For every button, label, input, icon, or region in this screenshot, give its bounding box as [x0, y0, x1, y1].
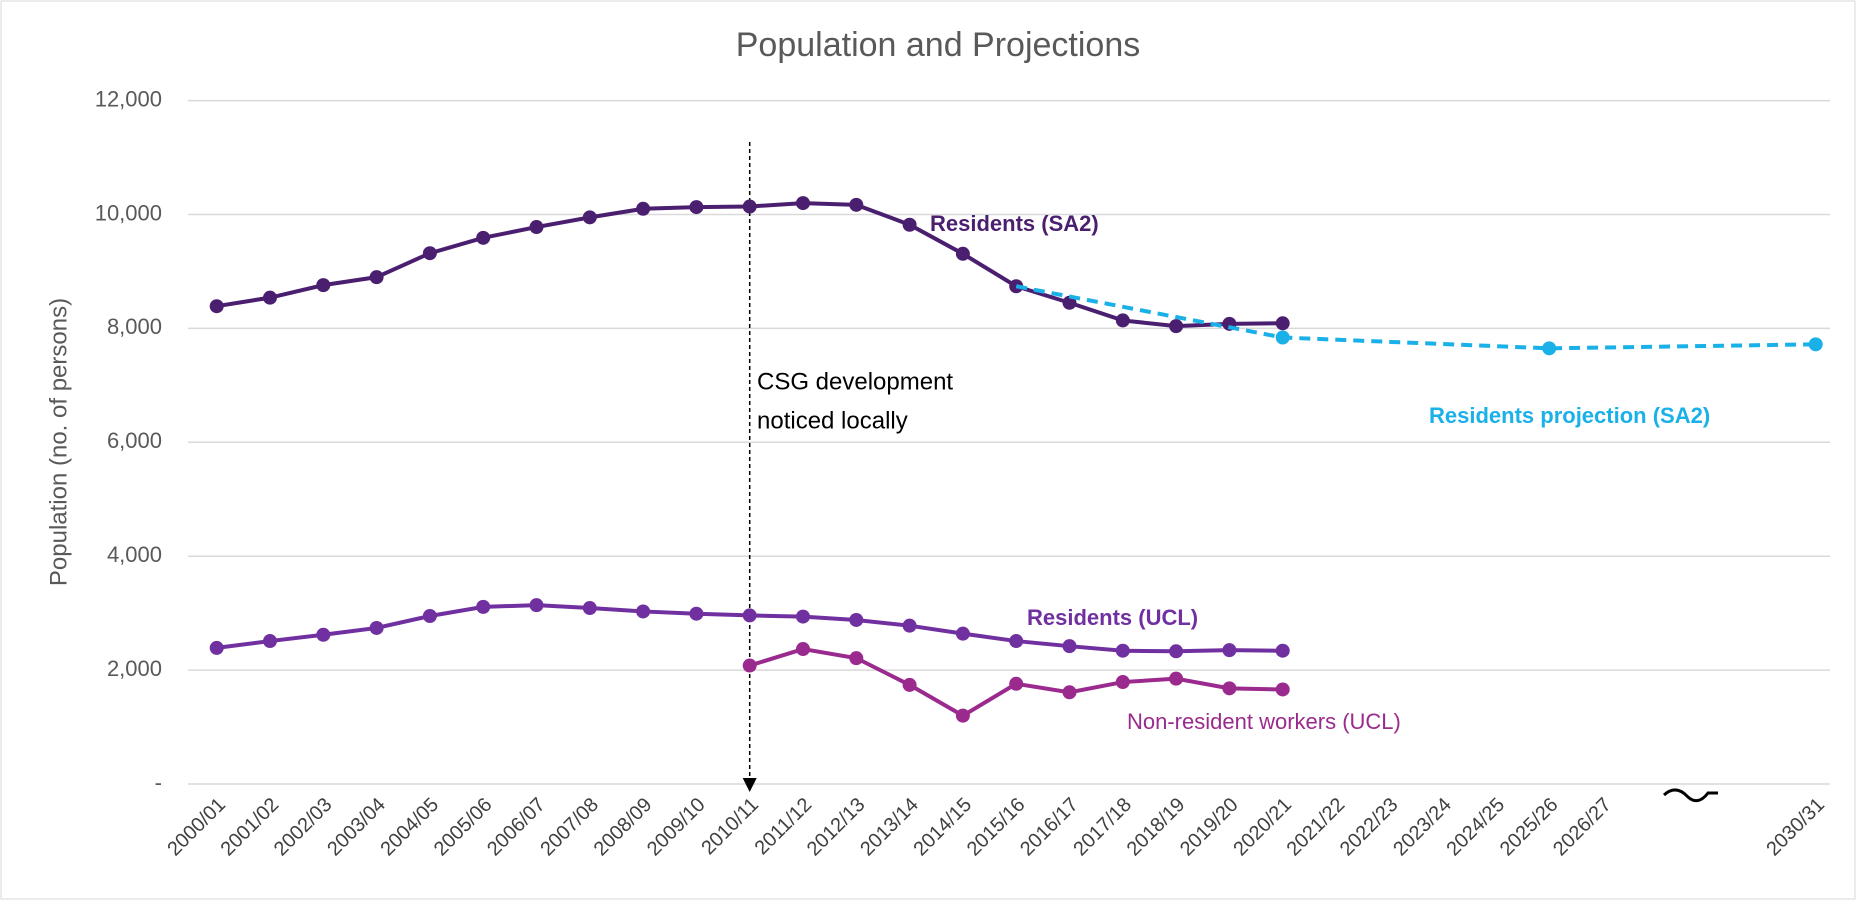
series-marker — [1169, 671, 1184, 686]
series-marker — [1009, 676, 1024, 691]
series-marker — [1275, 330, 1290, 345]
series-marker — [582, 210, 597, 225]
series-marker — [1009, 634, 1024, 649]
series-marker — [796, 609, 810, 624]
series-marker — [263, 290, 277, 305]
series-marker — [902, 677, 917, 692]
series-marker — [1275, 316, 1290, 331]
series-marker — [902, 618, 917, 633]
y-tick-label: - — [155, 770, 162, 795]
series-marker — [636, 201, 651, 216]
series-marker — [476, 599, 491, 614]
series-marker — [529, 220, 544, 235]
series-marker — [209, 299, 224, 314]
series-marker — [796, 642, 810, 657]
series-marker — [476, 230, 491, 245]
y-tick-label: 4,000 — [107, 542, 162, 567]
series-marker — [849, 612, 864, 627]
series-marker — [582, 601, 597, 616]
series-marker — [636, 604, 651, 619]
series-marker — [1808, 337, 1823, 352]
annotation-arrow — [742, 778, 757, 792]
series-marker — [316, 278, 331, 293]
series-label: Non-resident workers (UCL) — [1127, 709, 1401, 734]
y-axis-label: Population (no. of persons) — [45, 298, 72, 586]
series-marker — [316, 627, 331, 642]
series-label: Residents (SA2) — [930, 211, 1099, 236]
series-marker — [955, 708, 970, 723]
chart-title: Population and Projections — [736, 26, 1141, 64]
series-marker — [902, 217, 917, 232]
annotation-text: CSG development — [757, 368, 953, 395]
series-marker — [742, 608, 757, 623]
series-marker — [689, 606, 704, 621]
y-tick-label: 12,000 — [95, 86, 162, 111]
series-marker — [369, 270, 384, 285]
series-marker — [796, 196, 810, 211]
series-marker — [689, 200, 704, 215]
series-marker — [1275, 643, 1290, 658]
series-marker — [742, 658, 757, 673]
series-marker — [1222, 643, 1237, 658]
series-marker — [263, 634, 277, 649]
series-marker — [1222, 681, 1237, 696]
y-tick-label: 6,000 — [107, 428, 162, 453]
y-tick-label: 10,000 — [95, 200, 162, 225]
series-marker — [849, 197, 864, 212]
series-marker — [369, 620, 384, 635]
series-marker — [422, 608, 437, 623]
y-tick-label: 8,000 — [107, 314, 162, 339]
series-marker — [1169, 644, 1184, 659]
series-marker — [529, 598, 544, 613]
series-marker — [1542, 341, 1557, 356]
series-marker — [1062, 685, 1077, 700]
series-marker — [1062, 295, 1077, 310]
series-label: Residents (UCL) — [1027, 605, 1198, 630]
series-marker — [422, 246, 437, 261]
annotation-text: noticed locally — [757, 407, 908, 434]
series-marker — [1115, 675, 1130, 690]
series-marker — [742, 199, 757, 214]
series-marker — [209, 640, 224, 655]
series-marker — [955, 626, 970, 641]
axis-break — [1662, 788, 1718, 803]
series-label: Residents projection (SA2) — [1429, 403, 1710, 428]
series-marker — [1115, 313, 1130, 328]
series-line — [1015, 284, 1816, 351]
series-marker — [1169, 319, 1184, 334]
y-tick-label: 2,000 — [107, 656, 162, 681]
series-marker — [1275, 682, 1290, 697]
series-marker — [955, 246, 970, 261]
series-marker — [1115, 643, 1130, 658]
series-marker — [849, 651, 864, 666]
series-marker — [1062, 639, 1077, 654]
